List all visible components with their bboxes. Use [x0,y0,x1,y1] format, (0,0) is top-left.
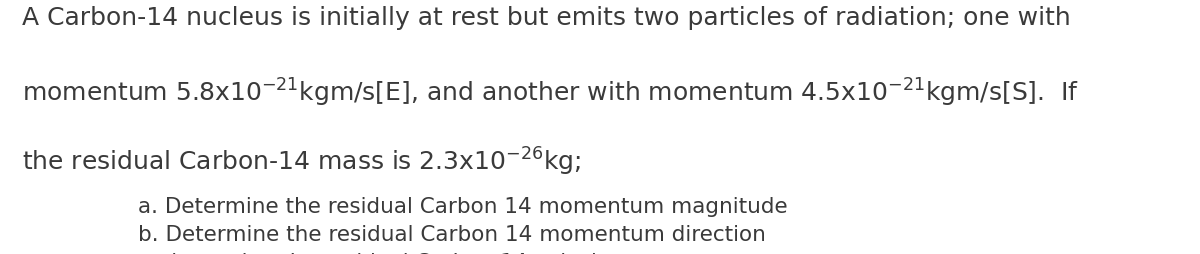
Text: A Carbon-14 nucleus is initially at rest but emits two particles of radiation; o: A Carbon-14 nucleus is initially at rest… [22,6,1070,30]
Text: the residual Carbon-14 mass is 2.3x10$^{-26}$kg;: the residual Carbon-14 mass is 2.3x10$^{… [22,145,581,178]
Text: c. determine the residual Carbon 14 velocity.: c. determine the residual Carbon 14 velo… [138,253,622,254]
Text: b. Determine the residual Carbon 14 momentum direction: b. Determine the residual Carbon 14 mome… [138,225,766,245]
Text: momentum 5.8x10$^{-21}$kgm/s[E], and another with momentum 4.5x10$^{-21}$kgm/s[S: momentum 5.8x10$^{-21}$kgm/s[E], and ano… [22,77,1079,109]
Text: a. Determine the residual Carbon 14 momentum magnitude: a. Determine the residual Carbon 14 mome… [138,197,787,217]
